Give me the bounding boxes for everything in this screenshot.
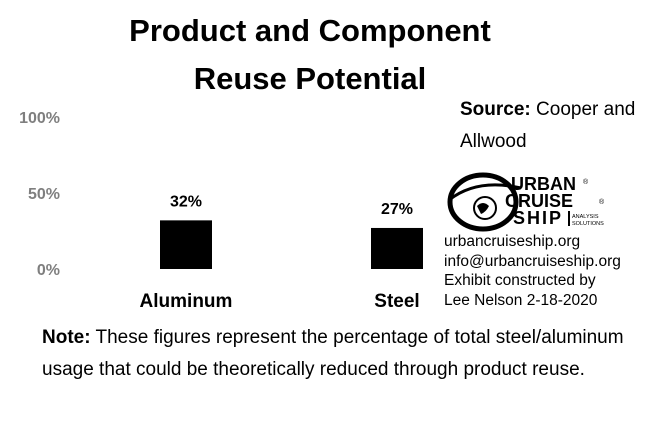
source-label: Source: — [460, 99, 531, 120]
chart-title-line-2: Reuse Potential — [193, 61, 427, 96]
svg-text:SOLUTIONS: SOLUTIONS — [572, 221, 604, 227]
bar-steel — [371, 227, 423, 269]
svg-text:URBAN: URBAN — [511, 174, 576, 194]
urban-cruise-ship-logo: URBAN ® CRUISE ® SHIP ANALYSIS SOLUTIONS — [447, 172, 605, 232]
svg-text:SHIP: SHIP — [513, 208, 563, 228]
source-text: Cooper and Allwood — [460, 99, 636, 152]
data-label: 27% — [381, 201, 413, 218]
data-label: 32% — [170, 193, 202, 210]
svg-text:®: ® — [583, 178, 589, 186]
source-note: Source: Cooper and Allwood — [460, 94, 660, 158]
y-tick-label: 100% — [19, 110, 60, 127]
x-tick-label: Aluminum — [140, 291, 233, 312]
svg-text:CRUISE: CRUISE — [505, 191, 573, 211]
contact-block: urbancruiseship.org info@urbancruiseship… — [444, 232, 621, 310]
svg-text:®: ® — [599, 198, 605, 206]
svg-text:ANALYSIS: ANALYSIS — [572, 214, 599, 220]
email-link[interactable]: info@urbancruiseship.org — [444, 252, 621, 270]
x-tick-label: Steel — [374, 291, 419, 312]
chart-title-line-1: Product and Component — [129, 13, 491, 48]
note-label: Note: — [42, 327, 91, 348]
credit-line-2: Lee Nelson 2-18-2020 — [444, 291, 598, 309]
y-tick-label: 0% — [37, 262, 60, 279]
bar-aluminum — [160, 220, 212, 269]
website-link[interactable]: urbancruiseship.org — [444, 233, 581, 250]
credit-line-1: Exhibit constructed by — [444, 272, 596, 289]
note-text: These figures represent the percentage o… — [42, 327, 624, 380]
y-tick-label: 50% — [28, 186, 60, 203]
chart-footnote: Note: These figures represent the percen… — [42, 322, 642, 386]
